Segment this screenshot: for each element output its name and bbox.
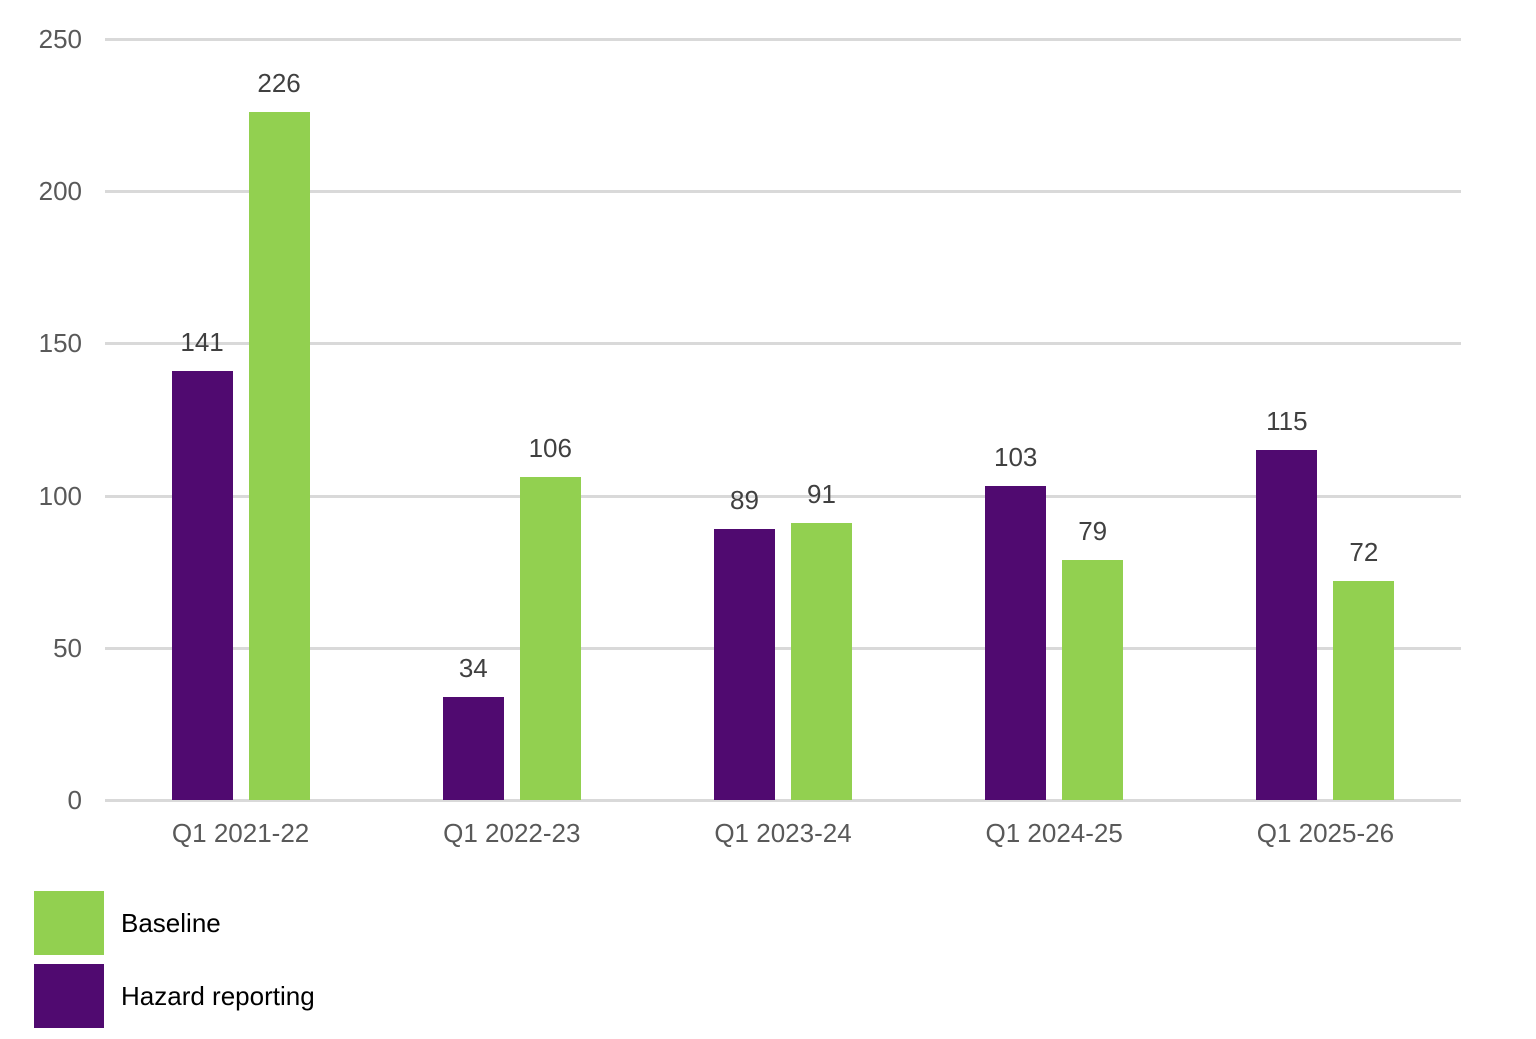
y-tick-label: 100 xyxy=(38,480,82,511)
y-tick-label: 200 xyxy=(38,176,82,207)
gridline xyxy=(105,342,1461,346)
y-tick-label: 50 xyxy=(53,632,82,663)
x-tick-label: Q1 2023-24 xyxy=(714,818,852,848)
bar-baseline xyxy=(1333,580,1395,800)
legend-swatch-baseline xyxy=(34,891,104,955)
data-label: 226 xyxy=(257,68,301,99)
x-axis-line xyxy=(105,799,1461,802)
data-label: 91 xyxy=(807,478,836,509)
bar-baseline xyxy=(791,522,852,800)
x-tick-label: Q1 2025-26 xyxy=(1256,818,1395,848)
gridline xyxy=(105,646,1461,650)
legend-label: Baseline xyxy=(121,907,221,938)
legend-swatch-hazard-reporting xyxy=(34,964,104,1028)
y-tick-label: 150 xyxy=(38,328,82,359)
data-label: 89 xyxy=(730,485,759,516)
x-tick-label: Q1 2021-22 xyxy=(171,818,310,848)
gridline xyxy=(105,494,1461,498)
bar-hazard-reporting xyxy=(442,696,504,800)
x-tick-label: Q1 2024-25 xyxy=(985,818,1123,848)
bar-hazard-reporting xyxy=(714,529,775,800)
legend-item-baseline: Baseline xyxy=(34,891,221,955)
gridline xyxy=(105,190,1461,194)
bar-hazard-reporting xyxy=(1256,449,1318,800)
bar-baseline xyxy=(519,477,581,800)
data-label: 72 xyxy=(1349,536,1379,567)
data-label: 141 xyxy=(180,326,224,357)
gridline xyxy=(105,38,1461,41)
y-tick-label: 0 xyxy=(67,785,82,815)
data-label: 79 xyxy=(1078,515,1108,546)
legend-item-hazard-reporting: Hazard reporting xyxy=(34,964,315,1028)
bar-hazard-reporting xyxy=(171,370,233,800)
data-label: 115 xyxy=(1266,405,1308,436)
data-label: 103 xyxy=(993,442,1038,473)
bar-baseline xyxy=(248,112,310,800)
data-label: 106 xyxy=(528,433,572,464)
data-label: 34 xyxy=(458,652,488,683)
x-tick-label: Q1 2022-23 xyxy=(443,818,581,848)
bar-hazard-reporting xyxy=(985,486,1047,800)
bar-baseline xyxy=(1062,559,1124,800)
y-tick-label: 250 xyxy=(38,24,82,54)
legend-label: Hazard reporting xyxy=(121,980,315,1011)
